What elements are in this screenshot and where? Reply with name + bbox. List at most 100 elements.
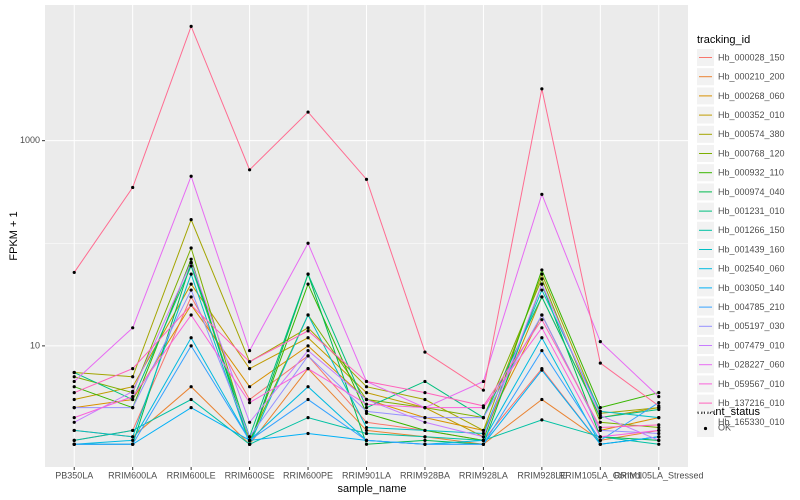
data-point [131,185,135,190]
data-point [657,401,661,405]
legend-label: Hb_000768_120 [718,148,785,158]
data-point [131,326,135,330]
data-point [189,218,193,222]
data-point [364,402,369,406]
legend-label: Hb_000974_040 [718,187,785,197]
legend-label: Hb_000574_380 [718,129,785,139]
data-point [131,442,135,446]
legend-label: Hb_004785_210 [718,302,785,312]
data-point [540,268,544,272]
data-point [247,442,252,446]
y-tick-label: 1000 [20,135,40,145]
legend-label: Hb_000028_150 [718,52,785,62]
data-point [72,379,76,384]
x-tick-label: RRIM105LA_Control [559,470,642,480]
data-point [72,428,76,433]
data-point [598,435,602,439]
data-point [598,425,602,430]
data-point [423,438,427,442]
data-point [306,272,310,276]
data-point [247,420,252,424]
legend-title: tracking_id [697,34,750,46]
data-point [540,418,544,422]
data-point [364,409,369,413]
data-point [131,406,135,410]
data-point [657,428,661,433]
data-point [657,435,661,439]
data-point [481,379,486,384]
x-tick-label: RRIM600LA [108,470,157,480]
data-point [364,425,369,430]
data-point [306,336,310,340]
data-point [306,313,310,317]
data-point [540,277,544,281]
data-point [364,177,369,181]
data-point [364,379,369,384]
data-point [540,397,544,402]
data-point [540,318,544,322]
data-point [657,415,661,420]
x-tick-label: RRIM928LA [459,470,508,480]
data-point [131,385,135,389]
data-point [189,385,193,389]
data-point [189,257,193,261]
data-point [306,415,310,420]
data-point [306,367,310,371]
data-point [247,397,252,402]
data-point [72,375,76,379]
data-point [423,435,427,439]
data-point [423,442,427,446]
data-point [657,395,661,399]
y-axis-title: FPKM + 1 [8,211,20,260]
data-point [189,344,193,348]
data-point [131,389,135,394]
data-point [189,313,193,317]
x-tick-label: PB350LA [55,470,93,480]
data-point [72,406,76,410]
data-point [247,401,252,405]
data-point [72,397,76,402]
legend-label: Hb_001439_160 [718,244,785,254]
legend-label: Hb_007479_010 [718,340,785,350]
data-point [364,406,369,410]
data-point [247,367,252,371]
legend-point [703,426,708,431]
legend-label: Hb_137216_010 [718,398,785,408]
data-point [131,428,135,433]
data-point [247,435,252,439]
legend-label: Hb_005197_030 [718,321,785,331]
data-point [598,409,602,413]
data-point [306,110,310,114]
data-point [131,375,135,379]
data-point [423,428,427,433]
data-point [131,435,135,439]
data-point [306,329,310,333]
legend-label: Hb_165330_010 [718,417,785,427]
data-point [598,406,602,410]
data-point [306,241,310,245]
data-point [306,326,310,330]
data-point [189,174,193,178]
data-point [306,354,310,358]
data-point [247,385,252,389]
data-point [598,438,602,442]
data-point [657,442,661,446]
data-point [306,344,310,348]
data-point [423,379,427,384]
data-point [657,431,661,436]
data-point [540,272,544,276]
data-point [481,442,486,446]
data-point [657,425,661,430]
data-point [481,435,486,439]
data-point [189,406,193,410]
data-point [247,360,252,364]
data-point [306,385,310,389]
data-point [364,438,369,442]
data-point [364,431,369,436]
x-tick-label: RRIM901LA [342,470,391,480]
legend-label: Hb_000268_060 [718,91,785,101]
data-point [364,420,369,424]
x-tick-label: RRIM600PE [283,470,333,480]
data-point [247,438,252,442]
data-point [481,404,486,408]
